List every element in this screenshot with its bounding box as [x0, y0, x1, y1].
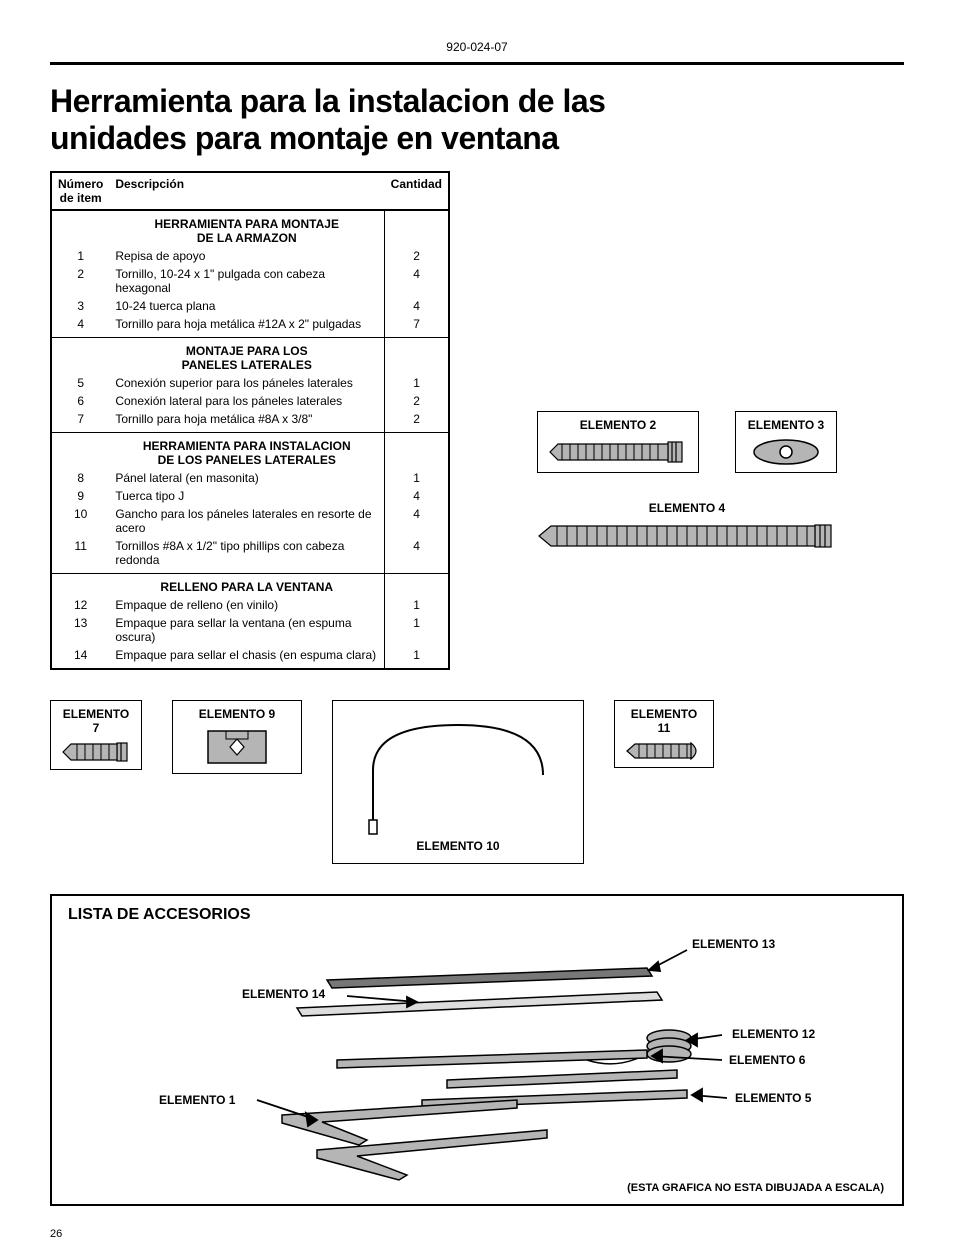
item-number: 10: [51, 505, 109, 537]
element-1-label: ELEMENTO 1: [159, 1093, 236, 1107]
item-qty: 1: [385, 374, 449, 392]
item-qty: 2: [385, 410, 449, 433]
page-title: Herramienta para la instalacion de las u…: [50, 83, 650, 157]
item-description: Tornillo para hoja metálica #8A x 3/8": [109, 410, 384, 433]
item-qty: 4: [385, 487, 449, 505]
mid-elements-row: ELEMENTO 7 ELEMENTO 9 ELEME: [50, 700, 904, 864]
item-description: Tuerca tipo J: [109, 487, 384, 505]
section-heading: RELLENO PARA LA VENTANA: [109, 573, 384, 596]
section-heading: HERRAMIENTA PARA MONTAJEDE LA ARMAZON: [109, 210, 384, 247]
phillips-screw-icon: [625, 741, 703, 761]
item-description: Tornillo para hoja metálica #12A x 2" pu…: [109, 315, 384, 338]
col-desc-header: Descripción: [109, 172, 384, 210]
item-number: 2: [51, 265, 109, 297]
item-qty: 4: [385, 537, 449, 574]
element-10-box: ELEMENTO 10: [332, 700, 584, 864]
item-qty: 4: [385, 505, 449, 537]
element-4-label: ELEMENTO 4: [649, 501, 725, 515]
scale-note: (ESTA GRAFICA NO ESTA DIBUJADA A ESCALA): [627, 1182, 884, 1194]
item-description: Pánel lateral (en masonita): [109, 469, 384, 487]
element-13-label: ELEMENTO 13: [692, 937, 775, 951]
col-qty-header: Cantidad: [385, 172, 449, 210]
element-7-label-l2: 7: [93, 721, 100, 735]
item-qty: 2: [385, 247, 449, 265]
col-num-header: Número de item: [51, 172, 109, 210]
page-number: 26: [50, 1228, 904, 1240]
item-number: 5: [51, 374, 109, 392]
accessory-diagram: ELEMENTO 13 ELEMENTO 14 ELEMENTO 12 ELEM…: [87, 930, 867, 1190]
element-14-label: ELEMENTO 14: [242, 987, 325, 1001]
item-qty: 2: [385, 392, 449, 410]
item-number: 3: [51, 297, 109, 315]
item-qty: 4: [385, 297, 449, 315]
item-description: Empaque para sellar la ventana (en espum…: [109, 614, 384, 646]
long-screw-icon: [537, 521, 837, 551]
element-12-label: ELEMENTO 12: [732, 1027, 815, 1041]
item-qty: 7: [385, 315, 449, 338]
item-qty: 1: [385, 469, 449, 487]
element-11-box: ELEMENTO 11: [614, 700, 714, 768]
item-qty: 1: [385, 646, 449, 669]
element-7-label-l1: ELEMENTO: [63, 707, 129, 721]
item-number: 1: [51, 247, 109, 265]
item-qty: 1: [385, 596, 449, 614]
j-nut-icon: [202, 727, 272, 767]
hex-screw-icon: [548, 438, 688, 466]
element-3-label: ELEMENTO 3: [748, 418, 824, 432]
item-description: Conexión lateral para los páneles latera…: [109, 392, 384, 410]
item-number: 6: [51, 392, 109, 410]
element-2-label: ELEMENTO 2: [580, 418, 656, 432]
item-description: Tornillo, 10-24 x 1" pulgada con cabeza …: [109, 265, 384, 297]
element-11-label-l1: ELEMENTO: [631, 707, 697, 721]
section-heading: HERRAMIENTA PARA INSTALACIONDE LOS PANEL…: [109, 432, 384, 469]
element-3-box: ELEMENTO 3: [735, 411, 837, 473]
element-9-box: ELEMENTO 9: [172, 700, 302, 774]
item-description: Empaque de relleno (en vinilo): [109, 596, 384, 614]
short-screw-icon: [61, 741, 131, 763]
parts-table: Número de item Descripción Cantidad HERR…: [50, 171, 450, 670]
section-heading: MONTAJE PARA LOSPANELES LATERALES: [109, 337, 384, 374]
top-rule: [50, 62, 904, 65]
accessory-list-box: LISTA DE ACCESORIOS: [50, 894, 904, 1206]
flat-nut-icon: [746, 438, 826, 466]
item-number: 9: [51, 487, 109, 505]
element-2-box: ELEMENTO 2: [537, 411, 699, 473]
item-number: 7: [51, 410, 109, 433]
item-number: 8: [51, 469, 109, 487]
document-code: 920-024-07: [50, 40, 904, 54]
item-number: 14: [51, 646, 109, 669]
element-10-label: ELEMENTO 10: [343, 839, 573, 853]
accessory-list-title: LISTA DE ACCESORIOS: [68, 906, 886, 924]
element-9-label: ELEMENTO 9: [199, 707, 275, 721]
item-description: Repisa de apoyo: [109, 247, 384, 265]
item-description: Tornillos #8A x 1/2" tipo phillips con c…: [109, 537, 384, 574]
item-number: 11: [51, 537, 109, 574]
upper-row: Número de item Descripción Cantidad HERR…: [50, 171, 904, 670]
item-number: 12: [51, 596, 109, 614]
item-qty: 4: [385, 265, 449, 297]
item-description: Gancho para los páneles laterales en res…: [109, 505, 384, 537]
item-description: 10-24 tuerca plana: [109, 297, 384, 315]
item-description: Empaque para sellar el chasis (en espuma…: [109, 646, 384, 669]
element-7-box: ELEMENTO 7: [50, 700, 142, 770]
row-elements-2-3: ELEMENTO 2: [537, 411, 837, 473]
element-11-label-l2: 11: [658, 721, 671, 735]
item-number: 4: [51, 315, 109, 338]
element-4-block: ELEMENTO 4: [537, 501, 837, 551]
item-description: Conexión superior para los páneles later…: [109, 374, 384, 392]
element-5-label: ELEMENTO 5: [735, 1091, 812, 1105]
item-number: 13: [51, 614, 109, 646]
element-6-label: ELEMENTO 6: [729, 1053, 806, 1067]
item-qty: 1: [385, 614, 449, 646]
element-illustrations-right: ELEMENTO 2: [470, 171, 904, 551]
spring-clip-icon: [343, 715, 573, 835]
